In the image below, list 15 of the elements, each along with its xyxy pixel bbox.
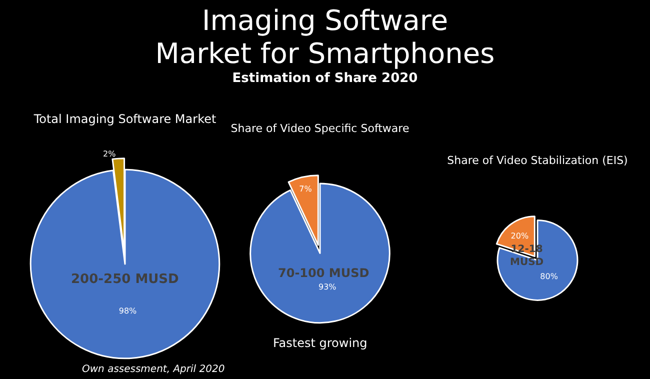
data-label: 98% bbox=[118, 306, 138, 316]
text: 200-250 MUSD bbox=[71, 272, 180, 287]
data-label: 93% bbox=[318, 282, 337, 292]
chart-title: Share of Video Specific Software bbox=[230, 122, 410, 135]
data-label: 7% bbox=[299, 184, 312, 194]
data-label: 20% bbox=[510, 231, 529, 240]
text: Fastest growing bbox=[273, 336, 368, 350]
data-label: 2% bbox=[103, 150, 116, 159]
text: Estimation of Share 2020 bbox=[231, 71, 419, 86]
chart-title: Share of Video Stabilization (EIS) bbox=[447, 154, 628, 168]
text: 70-100 MUSD bbox=[278, 266, 370, 280]
chart-title: Total Imaging Software Market bbox=[32, 112, 216, 126]
text: Imaging Software Market for Smartphones bbox=[154, 4, 496, 70]
data-label: 80% bbox=[540, 272, 558, 281]
text: Own assessment, April 2020 bbox=[82, 364, 225, 375]
